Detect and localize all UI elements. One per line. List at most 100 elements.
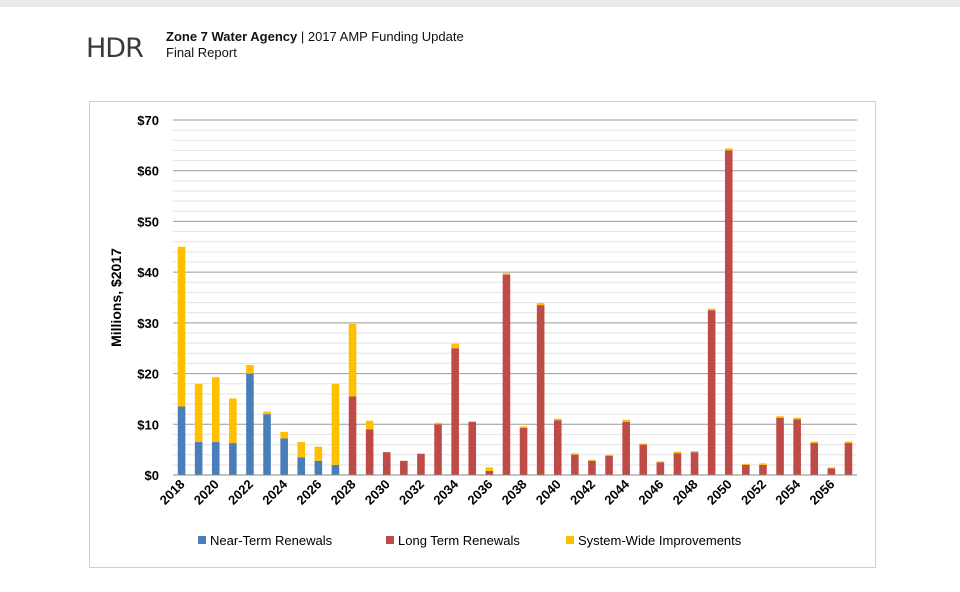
bar-segment-long-term-renewals-2039 xyxy=(536,305,545,475)
bar-segment-system-wide-improvements-2043 xyxy=(605,454,613,456)
bar-segment-long-term-renewals-2052 xyxy=(759,464,767,475)
bar-segment-system-wide-improvements-2057 xyxy=(844,441,853,444)
x-tick-label: 2032 xyxy=(396,477,427,508)
grid-lines xyxy=(173,119,857,466)
bar-segment-near-term-renewals-2027 xyxy=(331,464,340,475)
bar-segment-long-term-renewals-2051 xyxy=(742,464,750,475)
x-tick-label: 2046 xyxy=(635,477,666,508)
bar-segment-system-wide-improvements-2056 xyxy=(827,467,836,469)
y-tick-label: $0 xyxy=(145,468,159,483)
bar-segment-system-wide-improvements-2026 xyxy=(314,446,323,461)
bar-segment-near-term-renewals-2023 xyxy=(263,414,271,475)
bar-segment-system-wide-improvements-2022 xyxy=(246,364,254,374)
x-tick-label: 2048 xyxy=(670,477,701,508)
bar-segment-near-term-renewals-2024 xyxy=(280,438,288,475)
bar-segment-near-term-renewals-2026 xyxy=(314,460,323,475)
x-tick-label: 2020 xyxy=(191,477,222,508)
x-tick-label: 2038 xyxy=(499,477,530,508)
bar-segment-system-wide-improvements-2047 xyxy=(673,451,682,454)
bar-segment-system-wide-improvements-2040 xyxy=(553,418,562,421)
x-tick-label: 2028 xyxy=(328,477,359,508)
bar-segment-long-term-renewals-2047 xyxy=(673,453,682,475)
header-title-line: Zone 7 Water Agency | 2017 AMP Funding U… xyxy=(166,29,464,45)
bar-segment-system-wide-improvements-2025 xyxy=(297,442,306,458)
bar-segment-system-wide-improvements-2027 xyxy=(331,383,340,465)
document-header: Zone 7 Water Agency | 2017 AMP Funding U… xyxy=(166,29,464,61)
bar-segment-long-term-renewals-2030 xyxy=(382,452,391,475)
bar-segment-system-wide-improvements-2039 xyxy=(536,303,545,306)
y-tick-label: $30 xyxy=(137,316,159,331)
bar-segment-system-wide-improvements-2050 xyxy=(724,148,733,151)
bar-segment-long-term-renewals-2035 xyxy=(468,421,477,475)
bar-segment-system-wide-improvements-2046 xyxy=(656,461,665,463)
agency-name: Zone 7 Water Agency xyxy=(166,29,298,44)
y-tick-label: $70 xyxy=(137,113,159,128)
bar-segment-long-term-renewals-2034 xyxy=(451,348,459,475)
legend-swatch xyxy=(386,536,394,544)
y-axis-label: Millions, $2017 xyxy=(108,248,124,347)
y-tick-label: $50 xyxy=(137,214,159,229)
bar-segment-system-wide-improvements-2036 xyxy=(485,467,494,471)
y-tick-label: $40 xyxy=(137,265,159,280)
bar-segment-long-term-renewals-2053 xyxy=(776,417,784,475)
hdr-logo: HDR xyxy=(86,33,144,64)
bar-segment-long-term-renewals-2029 xyxy=(365,429,374,475)
bar-segment-long-term-renewals-2044 xyxy=(622,421,630,475)
bar-segment-long-term-renewals-2056 xyxy=(827,468,836,475)
x-tick-label: 2050 xyxy=(704,477,735,508)
bar-segment-system-wide-improvements-2054 xyxy=(793,417,801,420)
x-tick-label: 2034 xyxy=(430,476,462,508)
bar-segment-long-term-renewals-2032 xyxy=(417,453,425,475)
bar-segment-long-term-renewals-2057 xyxy=(844,443,853,475)
hdr-logo-text: HDR xyxy=(86,33,144,64)
chart-frame: $0 $10 $20 $30 $40 $50 $60 $70 2018 2020 2022 2024… xyxy=(89,101,876,568)
title-separator: | xyxy=(297,29,308,44)
bar-segment-system-wide-improvements-2028 xyxy=(348,323,357,397)
bar-segment-near-term-renewals-2019 xyxy=(194,442,203,475)
x-tick-label: 2044 xyxy=(601,476,633,508)
x-tick-label: 2056 xyxy=(806,477,837,508)
x-tick-label: 2024 xyxy=(259,476,291,508)
report-subtitle: Final Report xyxy=(166,45,237,60)
bar-segment-system-wide-improvements-2048 xyxy=(690,451,699,453)
bar-segment-system-wide-improvements-2023 xyxy=(263,411,271,415)
legend-swatch xyxy=(566,536,574,544)
bar-segment-long-term-renewals-2038 xyxy=(519,427,528,475)
window-top-bar xyxy=(0,0,960,7)
bar-segment-system-wide-improvements-2033 xyxy=(434,422,442,425)
bar-segment-long-term-renewals-2050 xyxy=(724,150,733,475)
bar-segment-system-wide-improvements-2044 xyxy=(622,419,630,422)
bar-segment-long-term-renewals-2055 xyxy=(810,443,819,475)
bar-segment-long-term-renewals-2033 xyxy=(434,424,442,475)
bar-segment-long-term-renewals-2028 xyxy=(348,396,357,475)
funding-bar-chart: $0 $10 $20 $30 $40 $50 $60 $70 2018 2020 2022 2024… xyxy=(108,113,857,548)
bar-segment-near-term-renewals-2021 xyxy=(229,443,237,475)
bar-segment-near-term-renewals-2025 xyxy=(297,457,306,475)
bar-segment-near-term-renewals-2022 xyxy=(246,373,254,475)
bar-segment-long-term-renewals-2046 xyxy=(656,462,665,475)
bar-segment-long-term-renewals-2040 xyxy=(553,420,562,475)
bar-segment-system-wide-improvements-2053 xyxy=(776,416,784,418)
bar-segment-system-wide-improvements-2034 xyxy=(451,343,459,349)
bar-segment-near-term-renewals-2018 xyxy=(177,406,186,475)
bar-segment-system-wide-improvements-2042 xyxy=(588,459,596,461)
bars xyxy=(177,148,853,475)
bar-segment-long-term-renewals-2041 xyxy=(571,454,579,475)
bar-segment-long-term-renewals-2045 xyxy=(639,444,648,475)
legend-swatch xyxy=(198,536,206,544)
x-tick-label: 2026 xyxy=(293,477,324,508)
y-axis-ticks: $0 $10 $20 $30 $40 $50 $60 $70 xyxy=(137,113,159,483)
bar-segment-system-wide-improvements-2024 xyxy=(280,431,288,439)
legend: Near-Term Renewals Long Term Renewals Syst… xyxy=(198,533,742,548)
bar-segment-system-wide-improvements-2019 xyxy=(194,383,203,443)
x-tick-label: 2040 xyxy=(533,477,564,508)
bar-segment-system-wide-improvements-2021 xyxy=(229,398,237,444)
x-tick-label: 2036 xyxy=(464,477,495,508)
bar-segment-long-term-renewals-2049 xyxy=(707,310,716,475)
bar-segment-system-wide-improvements-2052 xyxy=(759,463,767,465)
legend-label: Long Term Renewals xyxy=(398,533,520,548)
x-tick-label: 2042 xyxy=(567,477,598,508)
x-tick-label: 2022 xyxy=(225,477,256,508)
bar-segment-system-wide-improvements-2020 xyxy=(211,377,220,443)
x-tick-label: 2054 xyxy=(772,476,804,508)
